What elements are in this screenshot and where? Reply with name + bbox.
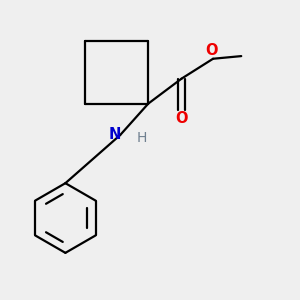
Text: H: H — [136, 131, 147, 145]
Text: O: O — [175, 111, 188, 126]
Text: N: N — [109, 127, 121, 142]
Text: O: O — [205, 43, 218, 58]
